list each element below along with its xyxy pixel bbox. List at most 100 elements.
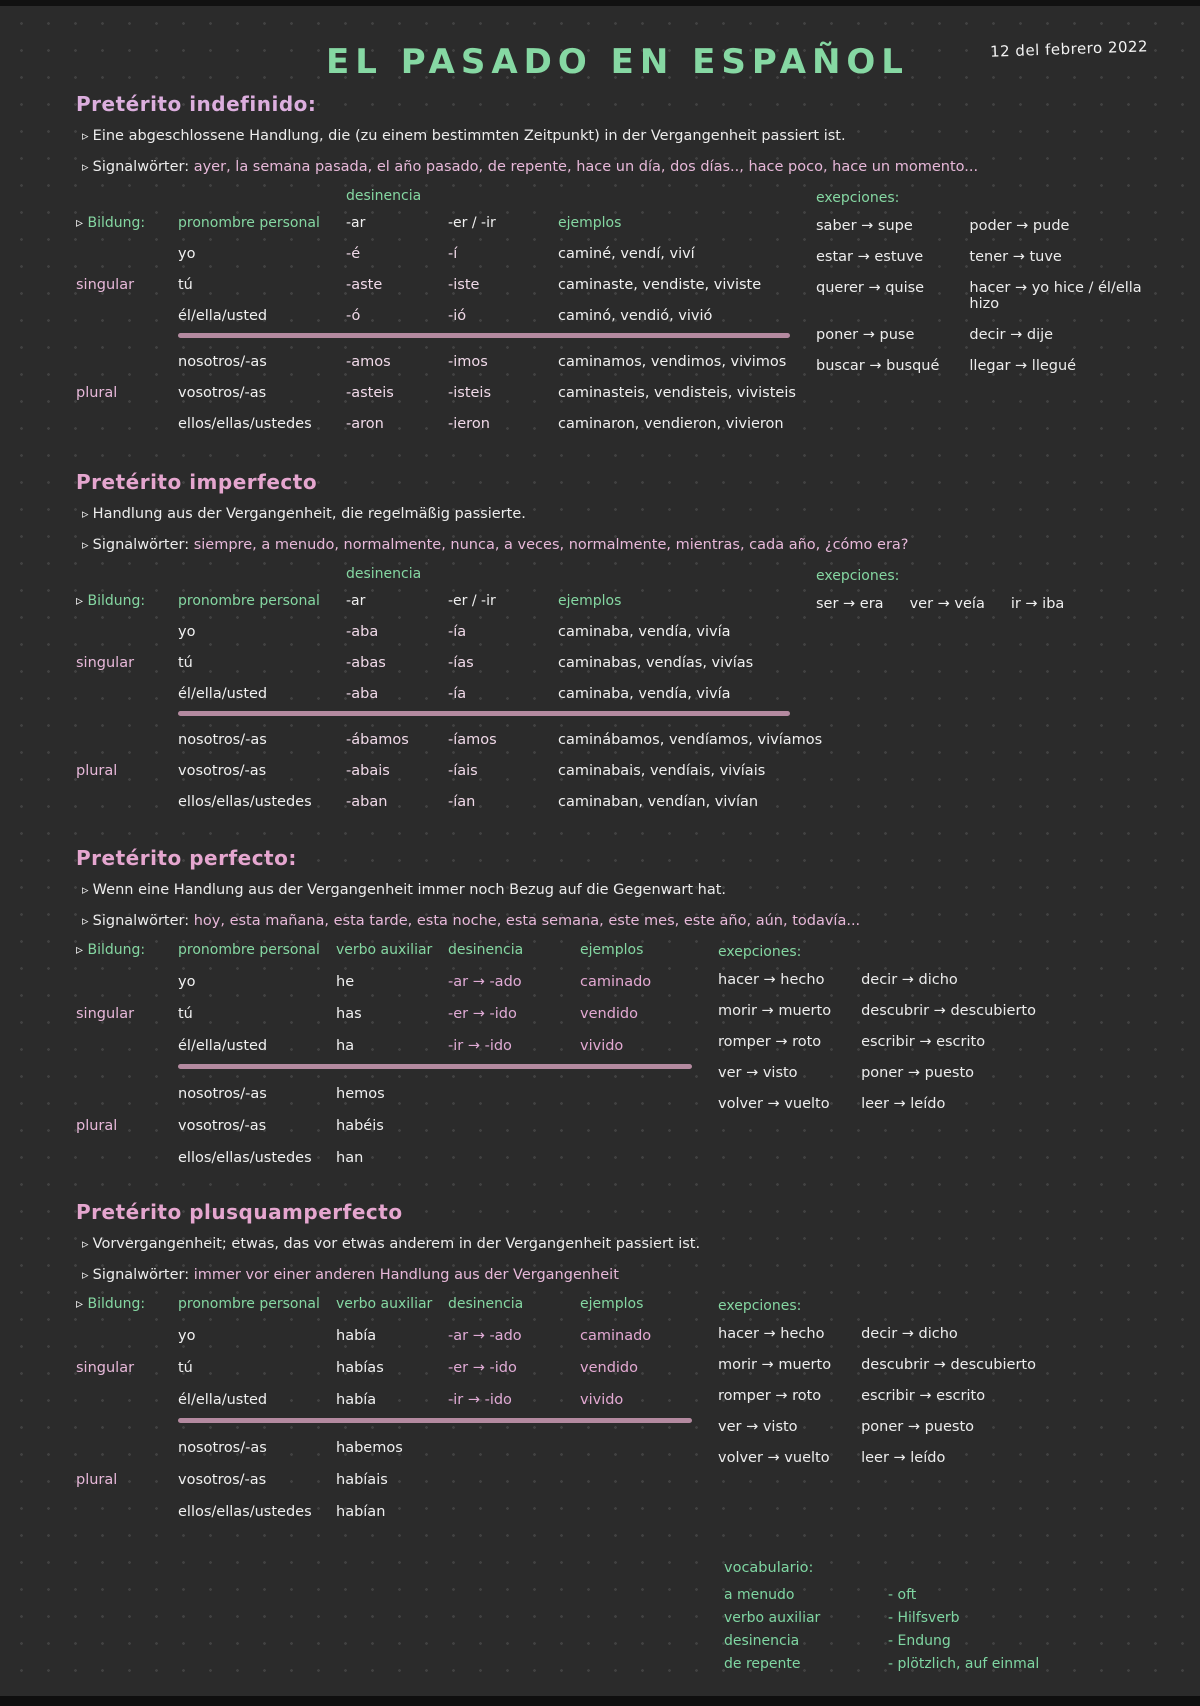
ejemplo-cell: vendido bbox=[580, 1360, 638, 1377]
aux-cell: había bbox=[336, 1328, 377, 1345]
vocab-term: desinencia bbox=[724, 1632, 800, 1649]
definition-line: Handlung aus der Vergangenheit, die rege… bbox=[82, 504, 1152, 525]
ending-erir: -imos bbox=[448, 354, 488, 371]
ejemplos-cell: caminaba, vendía, vivía bbox=[558, 624, 731, 641]
exception-item: llegar → llegué bbox=[969, 358, 1077, 375]
ending-erir: -ías bbox=[448, 655, 474, 672]
exception-item: tener → tuve bbox=[969, 249, 1062, 266]
signal-words: siempre, a menudo, normalmente, nunca, a… bbox=[193, 537, 909, 554]
conjugation-table-perfecto: Bildung: pronombre personal verbo auxili… bbox=[76, 942, 692, 1166]
vocab-definition: - Endung bbox=[888, 1632, 951, 1649]
signal-label: Signalwörter: bbox=[92, 537, 190, 554]
signal-words: ayer, la semana pasada, el año pasado, d… bbox=[193, 159, 979, 176]
group-label: singular bbox=[76, 655, 135, 672]
exception-item: estar → estuve bbox=[816, 249, 924, 266]
pronoun-cell: vosotros/-as bbox=[178, 385, 267, 402]
ejemplo-cell: vendido bbox=[580, 1006, 638, 1023]
exception-item: escribir → escrito bbox=[861, 1388, 986, 1405]
col-pronoun: pronombre personal bbox=[178, 593, 320, 610]
group-label: singular bbox=[76, 1006, 135, 1023]
exception-item: morir → muerto bbox=[718, 1357, 832, 1374]
signal-line: Signalwörter: ayer, la semana pasada, el… bbox=[82, 157, 1152, 178]
ejemplos-cell: caminé, vendí, viví bbox=[558, 246, 695, 263]
ending-erir: -ieron bbox=[448, 416, 490, 433]
conjugation-table-indefinido: desinencia Bildung: pronombre personal -… bbox=[76, 188, 796, 433]
ejemplo-cell: caminado bbox=[580, 974, 652, 991]
exceptions-box-perfecto: exepciones: hacer → hecho decir → dicho m… bbox=[718, 942, 1036, 1112]
ending-ar: -aba bbox=[346, 624, 379, 641]
pronoun-cell: nosotros/-as bbox=[178, 354, 267, 371]
pronoun-cell: nosotros/-as bbox=[178, 1086, 267, 1103]
pronoun-cell: tú bbox=[178, 1006, 193, 1023]
section-heading: Pretérito plusquamperfecto bbox=[76, 1200, 403, 1225]
pronoun-cell: nosotros/-as bbox=[178, 1440, 267, 1457]
ejemplos-cell: caminaste, vendiste, viviste bbox=[558, 277, 762, 294]
pronoun-cell: yo bbox=[178, 246, 196, 263]
exception-item: decir → dije bbox=[969, 327, 1054, 344]
pronoun-cell: yo bbox=[178, 1328, 196, 1345]
pronoun-cell: ellos/ellas/ustedes bbox=[178, 1150, 312, 1167]
bildung-label: Bildung: bbox=[76, 942, 172, 958]
col-pronoun: pronombre personal bbox=[178, 942, 320, 959]
singular-plural-divider bbox=[178, 1064, 692, 1070]
ending-ar: -abas bbox=[346, 655, 386, 672]
singular-plural-divider bbox=[178, 711, 790, 717]
bildung-label: Bildung: bbox=[76, 1296, 172, 1312]
ending-erir: -ía bbox=[448, 686, 467, 703]
exception-item: ver → visto bbox=[718, 1065, 798, 1082]
notes-page: 12 del febrero 2022 EL PASADO EN ESPAÑOL… bbox=[0, 6, 1200, 1674]
desinencia-cell: -ar → -ado bbox=[448, 1328, 522, 1345]
aux-cell: has bbox=[336, 1006, 362, 1023]
exception-item: poner → puesto bbox=[861, 1419, 975, 1436]
definition-line: Vorvergangenheit; etwas, das vor etwas a… bbox=[82, 1234, 1152, 1255]
section-heading: Pretérito imperfecto bbox=[76, 470, 318, 495]
group-label: singular bbox=[76, 277, 135, 294]
exception-item: poder → pude bbox=[969, 218, 1070, 235]
signal-words: hoy, esta mañana, esta tarde, esta noche… bbox=[193, 913, 861, 930]
pronoun-cell: él/ella/usted bbox=[178, 686, 268, 703]
exception-item: romper → roto bbox=[718, 1034, 822, 1051]
ending-erir: -ían bbox=[448, 794, 476, 811]
col-pronoun: pronombre personal bbox=[178, 215, 320, 232]
col-aux: verbo auxiliar bbox=[336, 1296, 433, 1313]
section-heading: Pretérito indefinido: bbox=[76, 92, 317, 116]
exceptions-box-plusquamperfecto: exepciones: hacer → hecho decir → dicho m… bbox=[718, 1296, 1036, 1466]
pronoun-cell: él/ella/usted bbox=[178, 1392, 268, 1409]
ending-ar: -amos bbox=[346, 354, 391, 371]
singular-plural-divider bbox=[178, 333, 790, 339]
vocab-term: de repente bbox=[724, 1655, 801, 1672]
exception-item: ir → iba bbox=[1010, 596, 1065, 613]
col-ejemplos: ejemplos bbox=[558, 215, 622, 232]
section-preterito-perfecto: Pretérito perfecto: Wenn eine Handlung a… bbox=[76, 846, 1152, 1166]
signal-line: Signalwörter: hoy, esta mañana, esta tar… bbox=[82, 911, 1152, 932]
ending-ar: -aste bbox=[346, 277, 383, 294]
pronoun-cell: vosotros/-as bbox=[178, 1472, 267, 1489]
group-label: plural bbox=[76, 1472, 118, 1489]
ejemplo-cell: vivido bbox=[580, 1038, 624, 1055]
exception-item: ver → veía bbox=[909, 596, 985, 613]
exceptions-label: exepciones: bbox=[816, 190, 900, 207]
signal-line: Signalwörter: immer vor einer anderen Ha… bbox=[82, 1265, 1152, 1286]
pronoun-cell: vosotros/-as bbox=[178, 1118, 267, 1135]
bildung-label: Bildung: bbox=[76, 215, 172, 231]
exception-item: decir → dicho bbox=[861, 972, 958, 989]
ejemplo-cell: vivido bbox=[580, 1392, 624, 1409]
ending-ar: -aban bbox=[346, 794, 388, 811]
exceptions-label: exepciones: bbox=[816, 568, 900, 585]
exception-item: hacer → hecho bbox=[718, 972, 825, 989]
col-erir: -er / -ir bbox=[448, 593, 496, 610]
pronoun-cell: tú bbox=[178, 277, 193, 294]
vocab-definition: - plötzlich, auf einmal bbox=[888, 1655, 1040, 1672]
desinencia-cell: -er → -ido bbox=[448, 1006, 517, 1023]
vocab-definition: - oft bbox=[888, 1587, 917, 1604]
definition-line: Eine abgeschlossene Handlung, die (zu ei… bbox=[82, 126, 1152, 147]
pronoun-cell: tú bbox=[178, 1360, 193, 1377]
page-title: EL PASADO EN ESPAÑOL bbox=[326, 42, 909, 82]
aux-cell: ha bbox=[336, 1038, 355, 1055]
definition-line: Wenn eine Handlung aus der Vergangenheit… bbox=[82, 880, 1152, 901]
aux-cell: habemos bbox=[336, 1440, 403, 1457]
signal-line: Signalwörter: siempre, a menudo, normalm… bbox=[82, 535, 1152, 556]
aux-cell: habéis bbox=[336, 1118, 384, 1135]
exceptions-box-indefinido: exepciones: saber → supe poder → pude est… bbox=[816, 188, 1152, 374]
col-desinencia: desinencia bbox=[448, 1296, 524, 1313]
